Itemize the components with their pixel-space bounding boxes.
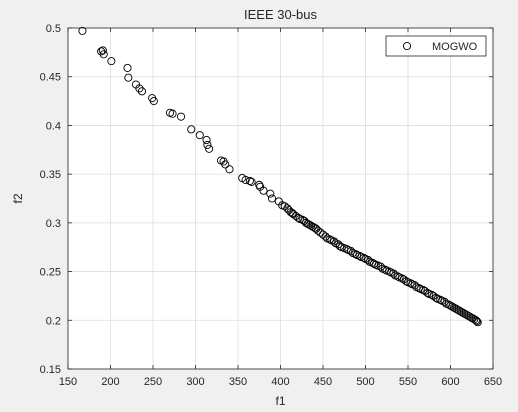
x-tick-label: 150	[59, 376, 77, 388]
data-point	[313, 226, 322, 235]
data-point	[471, 316, 481, 325]
data-point	[205, 144, 214, 153]
data-point	[399, 275, 408, 284]
x-tick-label: 550	[399, 376, 417, 388]
x-tick-label: 450	[314, 376, 332, 388]
x-tick-label: 500	[356, 376, 374, 388]
data-point	[203, 140, 212, 149]
y-tick-label: 0.15	[40, 364, 61, 376]
data-point	[135, 84, 144, 93]
data-point	[335, 242, 345, 251]
data-point	[473, 318, 482, 327]
x-tick-label: 600	[441, 376, 459, 388]
data-point	[291, 211, 300, 221]
data-point	[289, 210, 298, 219]
data-point	[247, 177, 256, 186]
y-tick-label: 0.35	[40, 169, 61, 181]
data-point	[385, 267, 394, 276]
data-point	[286, 208, 295, 217]
data-point	[259, 186, 268, 195]
x-tick-label: 200	[101, 376, 119, 388]
data-point	[410, 281, 419, 290]
data-point	[420, 287, 430, 296]
data-point	[440, 297, 449, 306]
data-point	[187, 125, 196, 134]
data-point	[168, 109, 177, 118]
data-point	[98, 46, 107, 55]
x-tick-label: 650	[484, 376, 502, 388]
data-point	[149, 97, 158, 106]
data-point	[427, 290, 436, 300]
y-axis-label: f2	[11, 193, 25, 203]
data-point	[245, 176, 254, 186]
data-point	[124, 73, 133, 82]
y-tick-label: 0.3	[46, 218, 61, 230]
data-point	[429, 291, 438, 300]
data-point	[342, 245, 351, 254]
data-point	[329, 237, 339, 246]
data-point	[97, 47, 106, 56]
data-point	[363, 255, 373, 264]
data-point	[137, 87, 146, 96]
data-points	[78, 26, 482, 327]
data-point	[406, 279, 415, 288]
y-tick-label: 0.4	[46, 120, 61, 132]
chart-title: IEEE 30-bus	[244, 7, 317, 22]
data-point	[225, 165, 234, 174]
y-tick-label: 0.25	[40, 267, 61, 279]
data-point	[346, 247, 356, 256]
x-tick-label: 400	[271, 376, 289, 388]
data-point	[221, 160, 230, 169]
axis-ticks: 150 200 250 300 350 400 450 500 550 600 650 0.15 0.2…	[40, 23, 503, 388]
y-tick-label: 0.2	[46, 315, 61, 327]
data-point	[123, 63, 132, 72]
data-point	[266, 189, 275, 198]
y-tick-label: 0.45	[40, 72, 61, 84]
data-point	[472, 317, 481, 326]
data-point	[376, 262, 385, 271]
data-point	[397, 274, 407, 283]
legend-entry: MOGWO	[432, 41, 478, 53]
data-point	[436, 295, 445, 304]
data-point	[241, 175, 250, 185]
data-point	[369, 259, 379, 268]
data-point	[321, 232, 330, 241]
x-axis-label: f1	[275, 394, 285, 408]
legend-marker	[402, 41, 412, 51]
data-point	[176, 112, 186, 121]
data-point	[107, 57, 116, 66]
legend-box	[385, 35, 487, 57]
data-point	[419, 286, 428, 295]
data-point	[389, 269, 398, 278]
x-tick-label: 300	[186, 376, 204, 388]
data-point	[325, 235, 334, 244]
y-tick-label: 0.5	[46, 23, 61, 35]
data-point	[99, 50, 108, 59]
data-point	[359, 253, 368, 262]
data-point	[195, 131, 204, 140]
data-point	[267, 194, 277, 203]
data-point	[78, 26, 87, 35]
data-point	[202, 135, 211, 145]
x-tick-label: 350	[229, 376, 247, 388]
data-point	[316, 228, 325, 237]
x-tick-label: 250	[144, 376, 162, 388]
legend: MOGWO	[385, 35, 487, 57]
